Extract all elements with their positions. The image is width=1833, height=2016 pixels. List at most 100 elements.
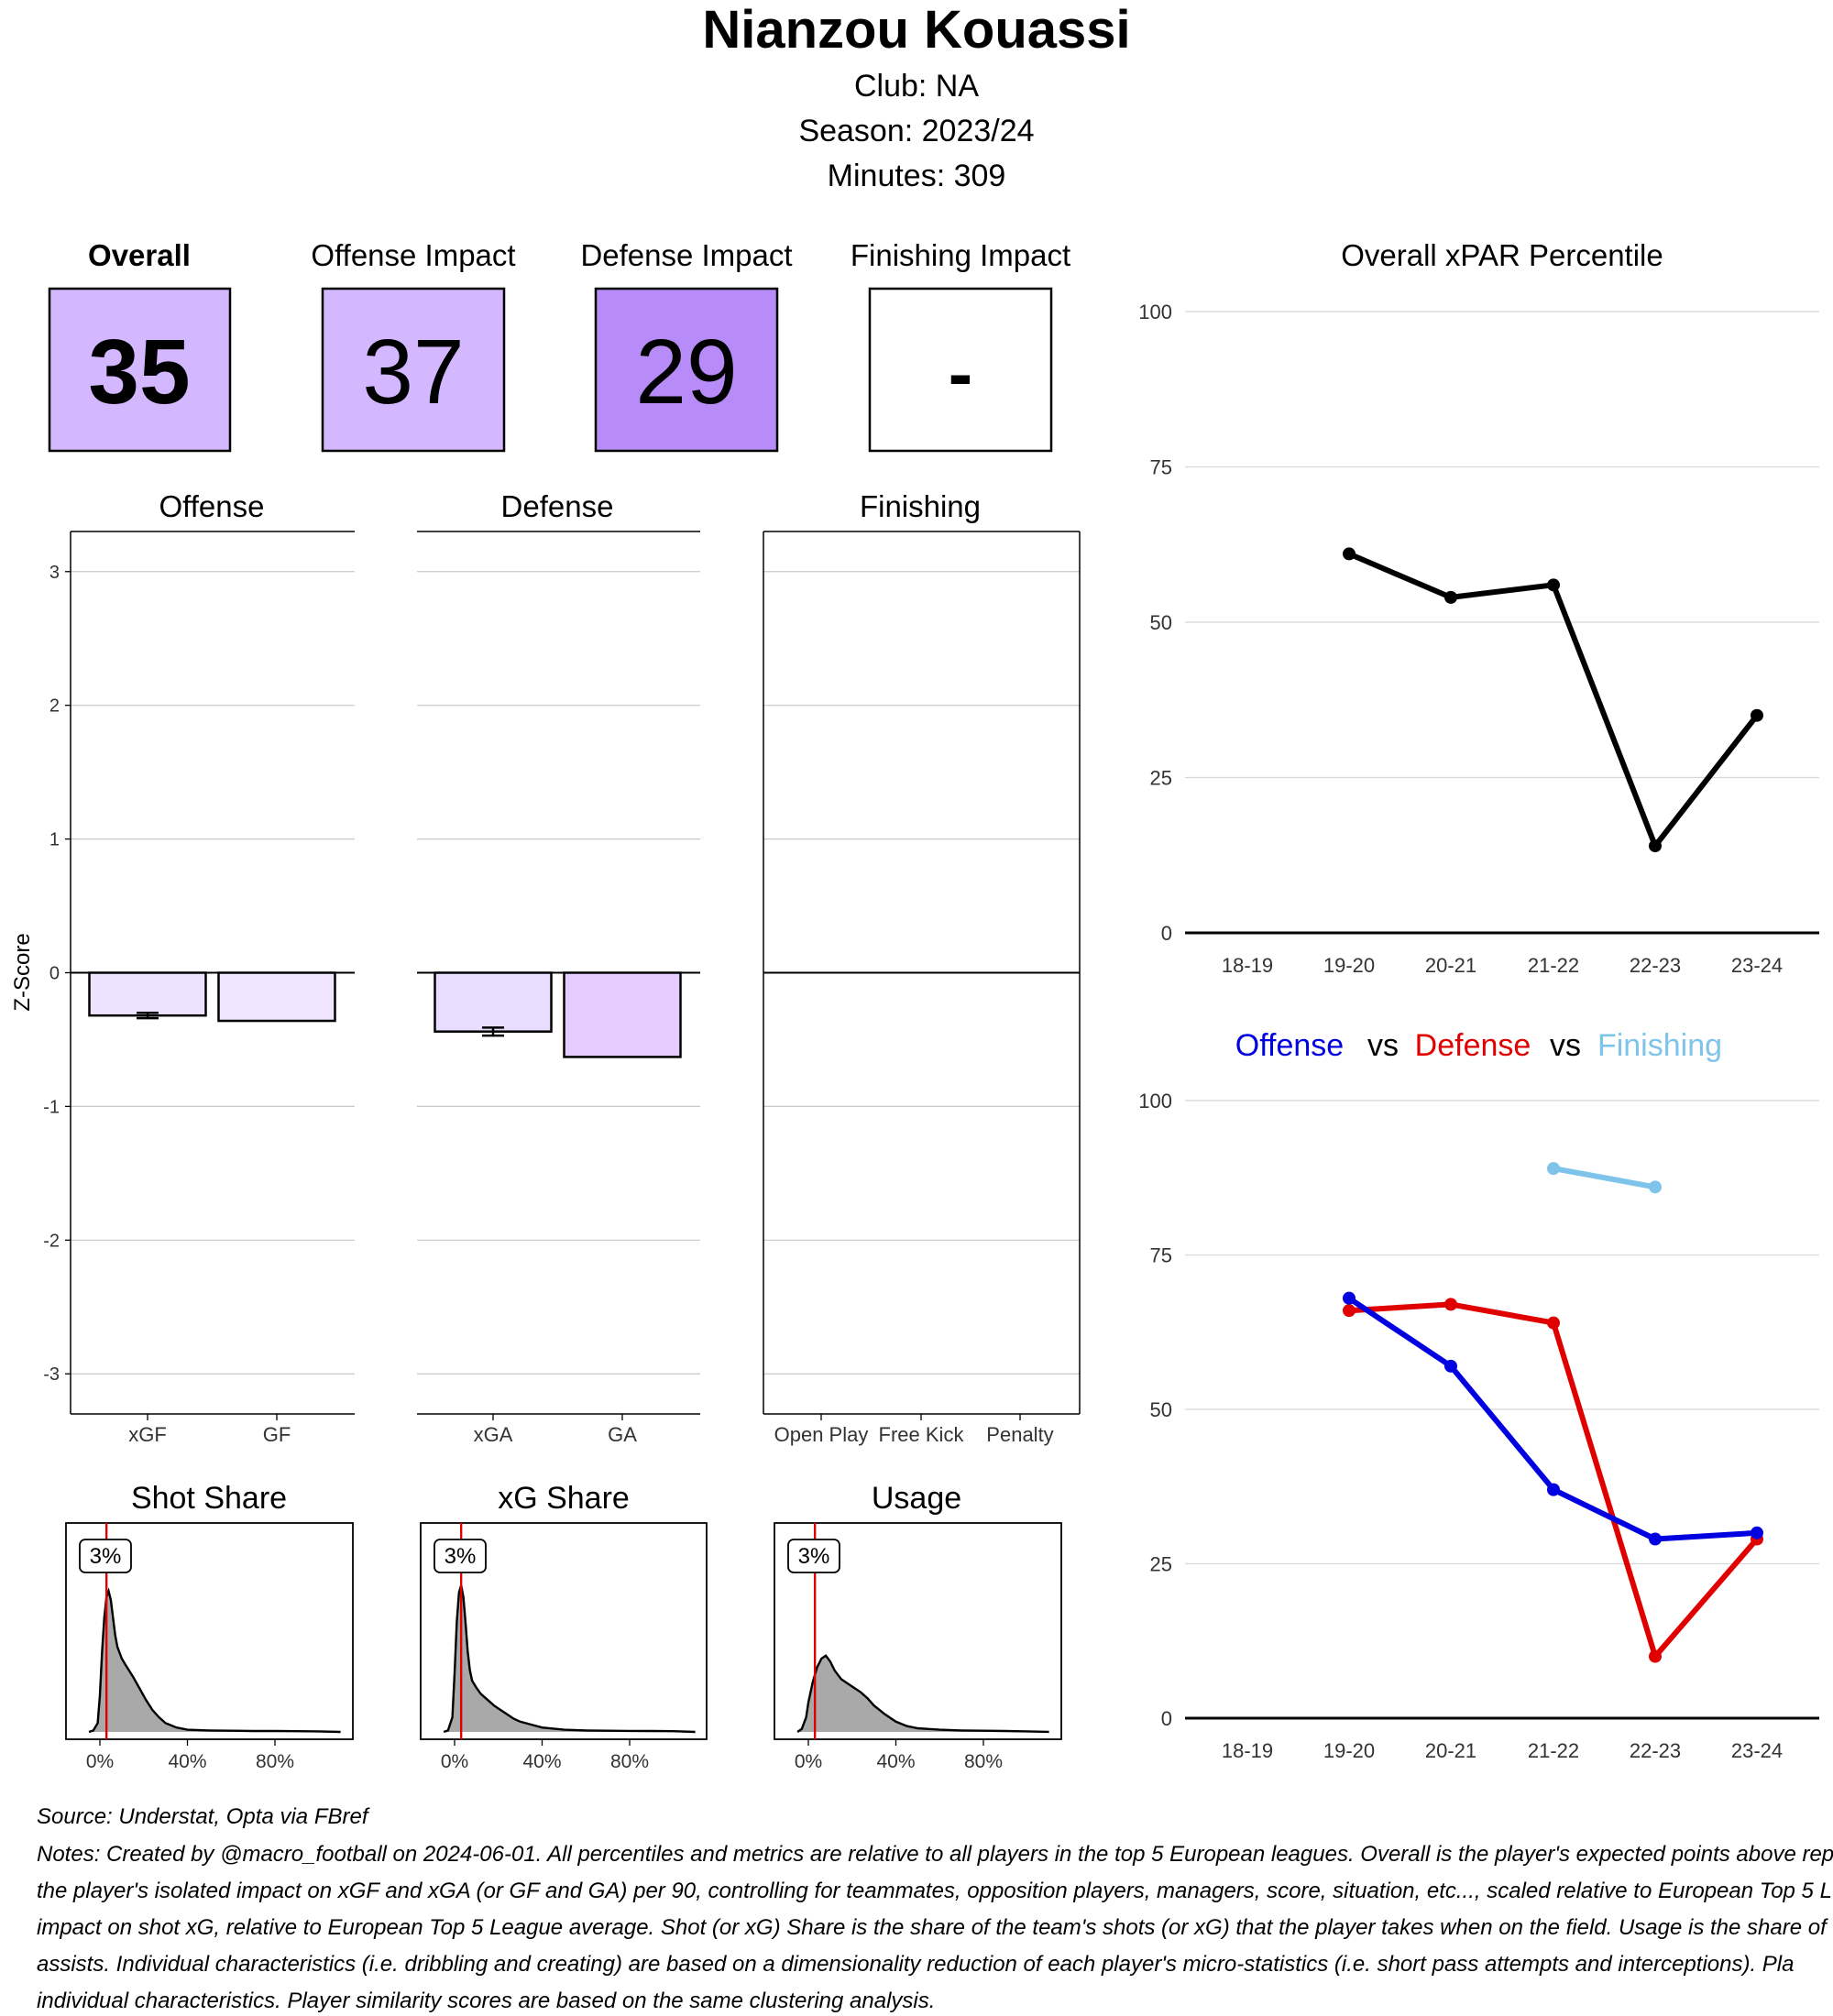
finishing-facet-title: Finishing (860, 489, 981, 523)
series-point (1547, 1162, 1560, 1176)
x-tick-label: 22-23 (1630, 954, 1681, 977)
series-line (1346, 1295, 1760, 1542)
x-tick-label: Free Kick (879, 1423, 965, 1446)
x-tick-label: 80% (256, 1751, 294, 1772)
impact-label: Offense Impact (311, 238, 515, 272)
density-curve (88, 1587, 341, 1734)
density-area (444, 1585, 696, 1732)
z-score-bar (434, 971, 553, 1033)
x-tick-label: 23-24 (1731, 954, 1783, 977)
z-score-axis-label: Z-Score (10, 933, 35, 1011)
x-tick-label: 0% (86, 1751, 114, 1772)
z-score-bar-panels: 3 2 1 0 -1 -2 -3 xGF GF xGA GA Open Play Free Kick Pe… (43, 531, 1081, 1446)
x-tick-label: 21-22 (1528, 1739, 1579, 1762)
x-tick-label: 80% (964, 1751, 1003, 1772)
density-area (89, 1591, 341, 1732)
series-point (1547, 578, 1560, 592)
y-tick-label: 50 (1150, 1398, 1172, 1421)
series-point (1343, 547, 1356, 561)
density-area (797, 1655, 1049, 1732)
z-score-bar (88, 971, 207, 1017)
marker-label-box (434, 1539, 487, 1573)
source-note: Source: Understat, Opta via FBref (37, 1804, 370, 1829)
legend-vs-text: vs (1367, 1028, 1399, 1063)
minutes-line: Minutes: 309 (828, 159, 1006, 193)
offense-facet-title: Offense (159, 489, 265, 523)
z-score-panel: 3 2 1 0 -1 -2 -3 xGF GF (43, 531, 355, 1446)
marker-label: 3% (90, 1544, 122, 1569)
x-tick-label: 18-19 (1222, 1739, 1273, 1762)
player-name: Nianzou Kouassi (702, 0, 1130, 60)
impact-value-box (868, 287, 1053, 453)
series-line (1551, 1166, 1658, 1190)
impact-value-box (321, 287, 506, 453)
y-tick-label: 0 (1161, 1707, 1172, 1730)
y-tick-label: 25 (1150, 1553, 1172, 1576)
impact-value: 29 (635, 321, 737, 423)
y-tick-label: -1 (43, 1097, 60, 1117)
x-tick-label: 21-22 (1528, 954, 1579, 977)
x-tick-label: 23-24 (1731, 1739, 1783, 1762)
y-tick-label: 75 (1150, 456, 1172, 479)
impact-label: Finishing Impact (851, 238, 1070, 272)
impact-label: Overall (88, 238, 191, 272)
y-tick-label: 100 (1138, 1090, 1172, 1112)
notes-line: the player's isolated impact on xGF and … (37, 1879, 1832, 1903)
series-point (1547, 1316, 1560, 1330)
series-point (1751, 1526, 1763, 1539)
y-tick-label: 0 (1161, 922, 1172, 945)
ovd-percentile-line-chart: 0 25 50 75 100 18-19 19-20 20-21 21-22 22-23 23-24 (1138, 1090, 1819, 1762)
x-tick-label: 19-20 (1323, 954, 1375, 977)
y-tick-label: 50 (1150, 611, 1172, 634)
density-panel: Shot Share 3% 0% 40% 80% (65, 1481, 354, 1772)
y-tick-label: -3 (43, 1364, 60, 1385)
defense-facet-title: Defense (501, 489, 614, 523)
marker-label-box (79, 1539, 132, 1573)
y-tick-label: 2 (49, 696, 60, 717)
z-score-panel: Open Play Free Kick Penalty (763, 531, 1081, 1446)
impact-label: Defense Impact (580, 238, 792, 272)
x-tick-label: 40% (168, 1751, 206, 1772)
density-panel: Usage 3% 0% 40% 80% (774, 1481, 1062, 1772)
marker-label-box (787, 1539, 840, 1573)
x-tick-label: xGA (474, 1423, 513, 1446)
series-point (1649, 1532, 1662, 1546)
x-tick-label: GA (608, 1423, 637, 1446)
x-tick-label: 18-19 (1222, 954, 1273, 977)
impact-overall: Overall 35 (48, 238, 232, 453)
x-tick-label: 20-21 (1425, 954, 1476, 977)
y-tick-label: 75 (1150, 1244, 1172, 1267)
legend-defense-text: Defense (1415, 1028, 1531, 1063)
season-line: Season: 2023/24 (798, 114, 1034, 148)
x-tick-label: 20-21 (1425, 1739, 1476, 1762)
y-tick-label: -2 (43, 1231, 60, 1251)
notes-line: individual characteristics. Player simil… (37, 1989, 935, 2013)
series-point (1649, 1649, 1662, 1663)
density-title: Shot Share (131, 1481, 287, 1516)
density-curve (443, 1584, 696, 1734)
share-density-panels: Shot Share 3% 0% 40% 80% xG Share 3% 0% 40% 80% Us… (65, 1481, 1062, 1772)
overall-xpar-line-chart: 0 25 50 75 100 18-19 19-20 20-21 21-22 22-23 23-24 (1138, 301, 1819, 977)
series-point (1547, 1483, 1560, 1496)
x-tick-label: 40% (876, 1751, 915, 1772)
y-tick-label: 25 (1150, 767, 1172, 790)
series-line (1346, 1301, 1760, 1660)
legend-finishing-text: Finishing (1597, 1028, 1722, 1063)
density-title: xG Share (498, 1481, 630, 1516)
impact-finishing: Finishing Impact - (851, 238, 1070, 453)
impact-value: 35 (88, 321, 190, 423)
notes-line: assists. Individual characteristics (i.e… (37, 1952, 1794, 1977)
x-tick-label: 22-23 (1630, 1739, 1681, 1762)
x-tick-label: 19-20 (1323, 1739, 1375, 1762)
z-score-bar (563, 971, 682, 1058)
density-title: Usage (872, 1481, 961, 1516)
x-tick-label: Penalty (986, 1423, 1053, 1446)
series-point (1444, 1359, 1457, 1373)
footer-notes: Source: Understat, Opta via FBref Notes:… (37, 1804, 1833, 2013)
x-tick-label: Open Play (774, 1423, 869, 1446)
xpar-chart-title: Overall xPAR Percentile (1341, 238, 1663, 272)
legend-vs-text: vs (1550, 1028, 1581, 1063)
z-score-bar (217, 971, 336, 1023)
series-point (1649, 1180, 1662, 1194)
y-tick-label: 3 (49, 563, 60, 583)
